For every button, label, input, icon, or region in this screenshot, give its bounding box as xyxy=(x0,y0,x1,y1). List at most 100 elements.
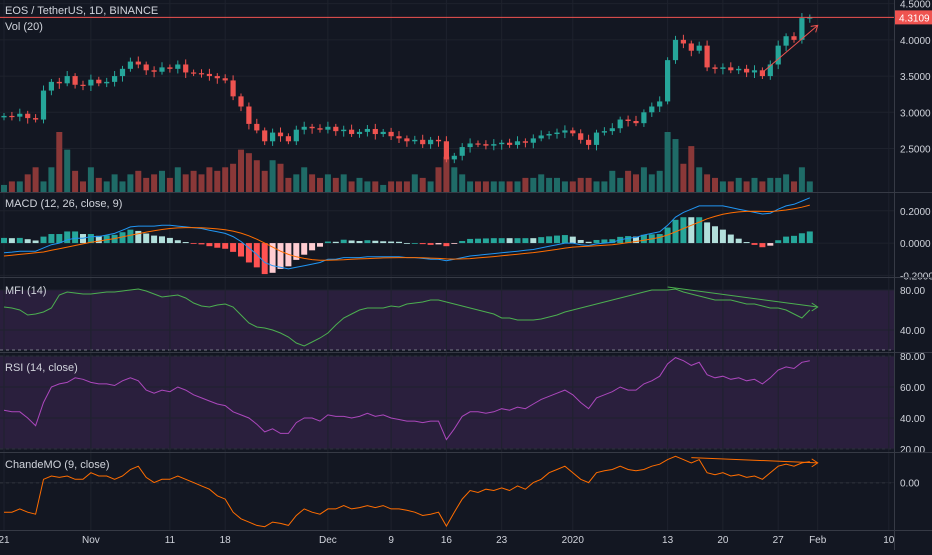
x-tick-label: 21 xyxy=(0,535,10,546)
volume-bar xyxy=(585,177,592,192)
candlesticks xyxy=(1,13,813,164)
volume-bar xyxy=(791,181,797,192)
volume-bar xyxy=(269,160,276,192)
macd-histogram-bar xyxy=(182,242,189,244)
macd-histogram-bar xyxy=(696,217,703,244)
candle-body xyxy=(301,126,307,130)
candle-body xyxy=(64,76,70,84)
macd-histogram-bar xyxy=(198,243,205,245)
macd-histogram-bar xyxy=(751,243,758,245)
candle-body xyxy=(9,115,15,118)
volume-bar xyxy=(8,181,15,192)
candle-body xyxy=(33,118,39,120)
candle-body xyxy=(143,64,149,71)
candle-body xyxy=(151,70,157,72)
candle-body xyxy=(388,131,394,137)
macd-histogram-bar xyxy=(95,235,102,244)
macd-histogram-bar xyxy=(443,243,450,247)
macd-histogram-bar xyxy=(514,238,521,244)
volume-bar xyxy=(214,170,221,192)
candle-body xyxy=(625,119,631,121)
candle-body xyxy=(285,136,291,142)
rsi-legend[interactable]: RSI (14, close) xyxy=(5,362,78,374)
macd-histogram-bar xyxy=(151,235,158,244)
macd-histogram-bar xyxy=(743,242,750,244)
volume-legend[interactable]: Vol (20) xyxy=(5,21,43,33)
volume-bar xyxy=(743,181,750,192)
price-trendline-arrowhead xyxy=(810,24,819,33)
candle-body xyxy=(183,64,189,73)
volume-bar xyxy=(672,139,679,192)
volume-bar xyxy=(419,177,426,192)
candle-body xyxy=(80,84,86,86)
volume-bar xyxy=(601,181,608,192)
candle-body xyxy=(325,126,331,130)
mfi-y-tick-label: 80.00 xyxy=(900,286,925,297)
volume-bar xyxy=(577,177,584,192)
candle-body xyxy=(443,141,449,160)
candle-body xyxy=(633,120,639,124)
mfi-band-fill xyxy=(0,290,894,350)
volume-bar xyxy=(546,177,553,192)
macd-legend[interactable]: MACD (12, 26, close, 9) xyxy=(5,198,122,210)
macd-histogram-bar xyxy=(561,235,568,244)
symbol-legend[interactable]: EOS / TetherUS, 1D, BINANCE xyxy=(5,5,158,17)
x-tick-label: 13 xyxy=(662,535,674,546)
symbol-title: EOS / TetherUS, 1D, BINANCE xyxy=(5,5,159,17)
volume-bar xyxy=(174,167,181,192)
macd-y-tick-label: 0.0000 xyxy=(900,239,931,250)
macd-histogram-bar xyxy=(24,239,31,244)
volume-bar xyxy=(751,177,758,192)
volume-bar xyxy=(261,170,268,192)
macd-histogram-bar xyxy=(277,243,284,269)
macd-histogram-bar xyxy=(309,243,316,251)
x-tick-label: 20 xyxy=(717,535,729,546)
macd-histogram-bar xyxy=(522,238,529,244)
macd-histogram-bar xyxy=(48,234,55,244)
macd-histogram-bar xyxy=(222,243,229,249)
mfi-legend[interactable]: MFI (14) xyxy=(5,285,47,297)
macd-histogram-bar xyxy=(317,243,323,247)
candle-body xyxy=(435,139,442,142)
macd-histogram-bar xyxy=(475,238,481,244)
macd-histogram-bar xyxy=(506,238,513,244)
macd-label: MACD (12, 26, close, 9) xyxy=(5,198,123,210)
chande-legend[interactable]: ChandeMO (9, close) xyxy=(5,459,110,471)
candle-body xyxy=(135,61,141,65)
volume-bar xyxy=(625,170,632,192)
price-y-tick-label: 3.5000 xyxy=(900,72,931,83)
mfi-trendline xyxy=(667,286,818,308)
volume-bar xyxy=(182,174,189,192)
volume-bar xyxy=(324,174,331,192)
candle-body xyxy=(214,76,220,79)
candle-body xyxy=(48,81,54,91)
macd-histogram-bar xyxy=(174,240,181,244)
indicator-lines xyxy=(0,16,894,528)
price-y-tick-label: 4.0000 xyxy=(900,36,931,47)
candle-body xyxy=(293,129,299,142)
candle-body xyxy=(420,139,426,145)
volume-bar xyxy=(656,170,663,192)
candle-body xyxy=(25,113,31,119)
volume-bar xyxy=(554,177,560,192)
rsi-y-tick-label: 60.00 xyxy=(900,383,925,394)
macd-histogram-bar xyxy=(601,239,608,244)
volume-bar xyxy=(80,181,86,192)
candle-body xyxy=(767,64,773,77)
x-tick-label: 18 xyxy=(220,535,232,546)
macd-histogram-bar xyxy=(396,241,402,244)
macd-histogram-bar xyxy=(680,217,687,244)
volume-bar xyxy=(767,177,774,192)
volume-bar xyxy=(356,177,363,192)
volume-bar xyxy=(522,177,529,192)
price-trendline xyxy=(762,24,819,73)
candle-body xyxy=(736,68,742,71)
volume-bar xyxy=(372,181,379,192)
macd-histogram-bar xyxy=(609,239,616,244)
macd-histogram-bar xyxy=(640,234,647,244)
macd-histogram-bar xyxy=(735,238,742,244)
volume-bar xyxy=(95,177,102,192)
macd-histogram-bar xyxy=(372,240,379,244)
